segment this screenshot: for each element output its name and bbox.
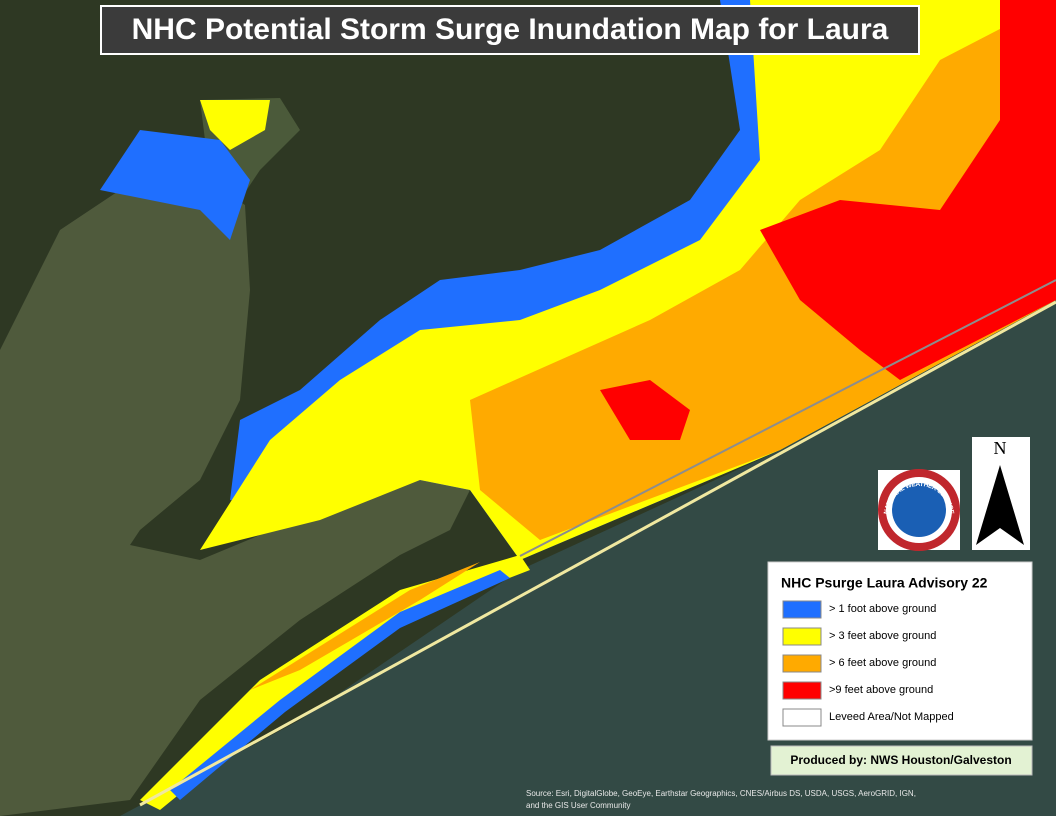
title: NHC Potential Storm Surge Inundation Map… xyxy=(132,13,889,46)
source: and the GIS User Community xyxy=(526,801,630,810)
credit-box xyxy=(770,745,1033,776)
legend-label: > 6 feet above ground xyxy=(829,657,936,669)
credit: Produced by: NWS Houston/Galveston xyxy=(790,753,1011,767)
beach xyxy=(139,300,1056,807)
legend-swatch xyxy=(782,600,822,619)
north-label: N xyxy=(994,438,1007,458)
logo-center xyxy=(892,483,946,537)
zone-red xyxy=(760,0,1056,380)
legend-label: > 3 feet above ground xyxy=(829,630,936,642)
legend-swatch xyxy=(782,627,822,646)
legend-label: >9 feet above ground xyxy=(829,684,933,696)
bay xyxy=(0,175,470,816)
peninsula-blue xyxy=(170,570,510,800)
zone-red xyxy=(600,380,690,440)
legend-items: > 1 foot above ground > 3 feet above grou… xyxy=(782,600,954,727)
highway xyxy=(519,279,1056,557)
source: Source: Esri, DigitalGlobe, GeoEye, Eart… xyxy=(526,789,916,798)
peninsula-orange xyxy=(250,562,480,690)
legend-swatch xyxy=(782,681,822,700)
legend-label: > 1 foot above ground xyxy=(829,603,936,615)
title-box xyxy=(100,5,920,55)
north-arrow xyxy=(976,465,1024,545)
legend-swatch xyxy=(782,654,822,673)
zone-blue xyxy=(100,130,250,240)
legend-swatch xyxy=(782,708,822,727)
legend-label: Leveed Area/Not Mapped xyxy=(829,711,954,723)
zone-yellow xyxy=(200,100,270,150)
zone-yellow xyxy=(200,0,1056,560)
legend-title: NHC Psurge Laura Advisory 22 xyxy=(781,575,988,591)
